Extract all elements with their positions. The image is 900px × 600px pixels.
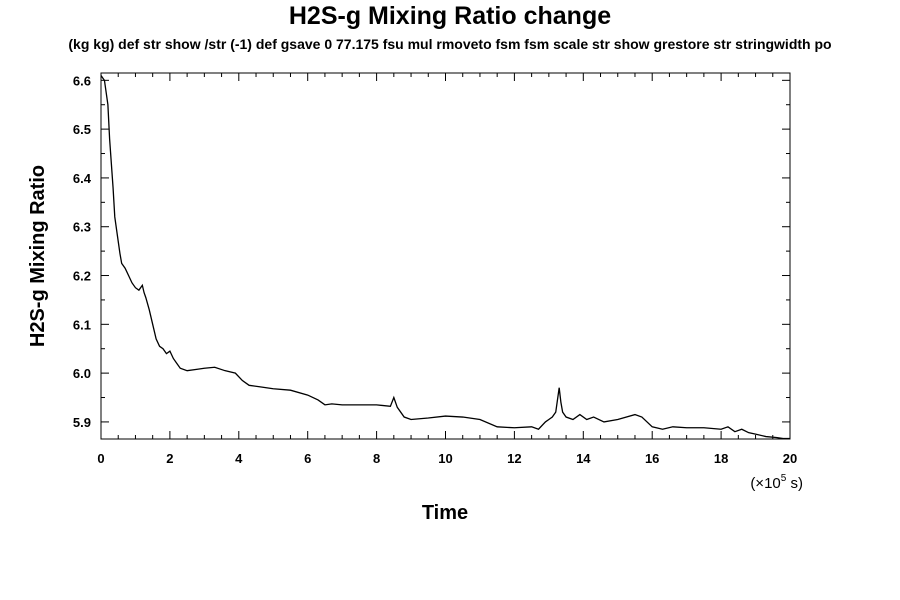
chart-title: H2S-g Mixing Ratio change <box>288 2 612 30</box>
x-unit-label: (×105 s) <box>750 473 803 492</box>
y-tick-label: 6.2 <box>73 269 91 284</box>
tick-marks <box>100 73 791 439</box>
plot-frame <box>100 72 791 440</box>
y-tick-label: 5.9 <box>73 415 91 430</box>
x-tick-label: 18 <box>714 451 728 466</box>
series-line <box>100 75 790 440</box>
y-tick-label: 6.1 <box>73 317 91 332</box>
x-tick-label: 4 <box>235 451 243 466</box>
y-tick-label: 6.0 <box>73 366 91 381</box>
y-tick-label: 6.4 <box>73 171 92 186</box>
y-tick-label: 6.3 <box>73 220 91 235</box>
x-axis-label: Time <box>422 502 468 524</box>
tick-labels: 0 2 4 6 8 10 12 14 16 18 20 5.9 6.0 6.1 6.2 6.3 6.4 6.5 6.… <box>73 73 797 466</box>
x-unit-prefix: (×10 <box>750 475 780 492</box>
x-tick-label: 8 <box>373 451 380 466</box>
y-axis-label: H2S-g Mixing Ratio <box>27 165 49 347</box>
x-tick-label: 6 <box>304 451 311 466</box>
y-tick-label: 6.6 <box>73 73 91 88</box>
x-unit-exponent: 5 <box>781 473 787 484</box>
x-unit-suffix: s) <box>786 475 803 492</box>
chart-subtitle: (kg kg) def str show /str (-1) def gsave… <box>68 36 832 52</box>
x-tick-label: 10 <box>438 451 452 466</box>
x-tick-label: 16 <box>645 451 659 466</box>
x-tick-label: 20 <box>783 451 797 466</box>
x-tick-label: 14 <box>576 451 591 466</box>
y-tick-label: 6.5 <box>73 122 91 137</box>
x-tick-label: 12 <box>507 451 521 466</box>
x-tick-label: 0 <box>97 451 104 466</box>
x-tick-label: 2 <box>166 451 173 466</box>
